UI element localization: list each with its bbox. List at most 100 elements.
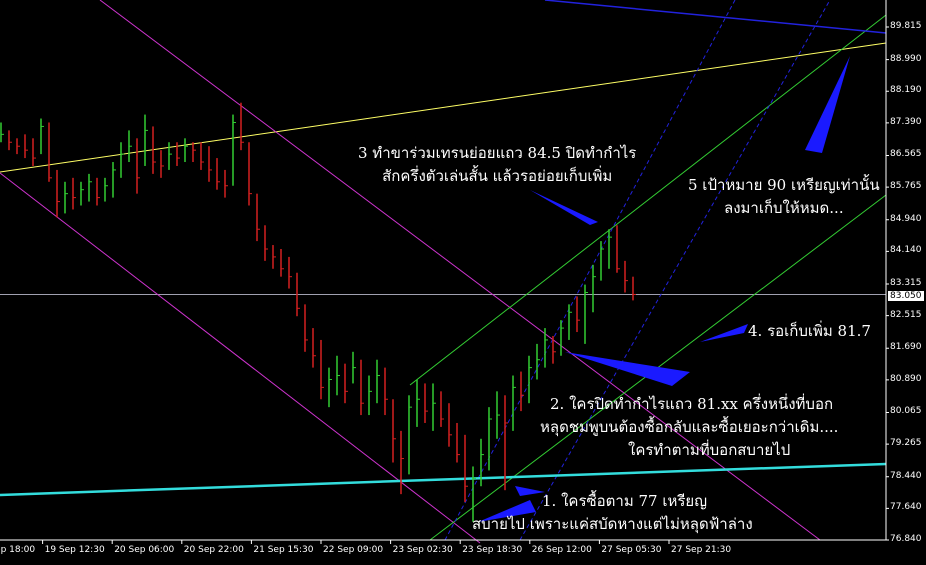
- x-tick-label: 20 Sep 06:00: [114, 545, 175, 555]
- price-bar: [384, 367, 388, 416]
- annotation-1-line1: 1. ใครซื้อตาม 77 เหรียญ: [542, 492, 707, 510]
- price-bar: [96, 177, 100, 206]
- x-tick-label: 26 Sep 12:00: [531, 545, 592, 555]
- arrow-4-icon: [700, 324, 748, 342]
- annotation-5-line1: 5 เป้าหมาย 90 เหรียญเท่านั้น: [688, 176, 880, 194]
- x-tick-label: 27 Sep 05:30: [601, 545, 662, 555]
- y-tick-label: 76.840: [890, 534, 922, 544]
- y-tick-label: 86.565: [890, 149, 922, 160]
- price-bar: [392, 399, 396, 463]
- arrow-3-icon: [530, 190, 598, 225]
- y-tick-label: 88.990: [890, 53, 922, 64]
- y-tick-label: 87.390: [890, 116, 922, 127]
- price-bar: [56, 169, 60, 218]
- price-bar: [40, 118, 44, 155]
- price-bar: [256, 193, 260, 242]
- annotation-4: 4. รอเก็บเพิ่ม 81.7: [748, 322, 871, 340]
- y-tick-label: 77.640: [890, 502, 922, 513]
- price-bar: [280, 249, 284, 277]
- price-bar: [616, 225, 620, 273]
- price-bar: [176, 142, 180, 166]
- annotation-arrows: [478, 56, 850, 522]
- y-tick-label: 80.065: [890, 406, 922, 417]
- price-bar: [16, 138, 20, 155]
- price-bar: [544, 328, 548, 368]
- price-bar: [552, 335, 556, 364]
- y-tick-label: 78.440: [890, 470, 922, 481]
- price-bar: [336, 355, 340, 396]
- y-tick-label: 88.190: [890, 85, 922, 96]
- x-tick-label: 20 Sep 22:00: [183, 545, 244, 555]
- price-bar: [304, 304, 308, 352]
- price-bar: [88, 173, 92, 202]
- annotation-3-line1: 3 ทำขาร่วมเทรนย่อยแถว 84.5 ปิดทำกำไร: [358, 144, 637, 162]
- x-tick-label: 18 Sep 18:00: [0, 545, 36, 555]
- annotation-2-line1: 2. ใครปิดทำกำไรแถว 81.xx ครึ่งหนึ่งที่บอ…: [550, 395, 834, 413]
- annotation-3-line2: สักครึ่งตัวเล่นสั้น แล้วรอย่อยเก็บเพิ่ม: [382, 167, 613, 185]
- price-bar: [376, 359, 380, 404]
- price-bar: [112, 162, 116, 198]
- price-bar: [216, 158, 220, 190]
- price-bar: [496, 391, 500, 439]
- price-bar: [528, 355, 532, 404]
- price-bar: [600, 241, 604, 281]
- price-bar: [472, 466, 476, 522]
- annotation-1-line2: สบายไป เพราะแค่สบัดหางแต่ไม่หลุดฟ้าล่าง: [472, 515, 753, 533]
- price-bar: [432, 383, 436, 431]
- cyan-support-line: [0, 462, 887, 497]
- price-bar: [536, 343, 540, 380]
- y-tick-label: 82.515: [890, 309, 922, 320]
- y-tick-label: 79.265: [890, 438, 922, 449]
- price-bar: [64, 181, 68, 214]
- price-bar: [8, 130, 12, 151]
- current-price-label: 83.050: [887, 290, 925, 302]
- x-tick-label: 21 Sep 15:30: [253, 545, 314, 555]
- x-tick-label: 23 Sep 18:30: [462, 545, 523, 555]
- price-bar: [624, 260, 628, 293]
- price-bar: [320, 339, 324, 400]
- price-bar: [608, 229, 612, 269]
- price-bar: [592, 264, 596, 313]
- price-bar: [104, 177, 108, 202]
- price-bar: [568, 304, 572, 340]
- yellow-trendline: [0, 42, 887, 173]
- arrow-2-icon: [565, 352, 690, 386]
- price-bar: [344, 363, 348, 404]
- price-bar: [208, 146, 212, 182]
- price-bar: [464, 434, 468, 503]
- annotation-2-line3: ใครทำตามที่บอกสบายไป: [628, 441, 791, 459]
- price-bar: [48, 122, 52, 182]
- price-bar: [72, 177, 76, 210]
- price-bar: [632, 276, 636, 301]
- price-bar: [184, 138, 188, 163]
- price-bar: [232, 114, 236, 186]
- y-tick-label: 83.315: [890, 277, 922, 288]
- price-bar: [504, 395, 508, 491]
- price-bar: [152, 126, 156, 174]
- price-bar: [352, 351, 356, 384]
- price-bar: [368, 375, 372, 416]
- y-tick-label: 85.765: [890, 181, 922, 192]
- price-bar: [576, 296, 580, 333]
- price-bar: [448, 403, 452, 447]
- price-bar: [520, 371, 524, 412]
- price-bar: [248, 142, 252, 206]
- price-bar: [416, 379, 420, 427]
- price-bar: [80, 181, 84, 206]
- price-bar: [24, 134, 28, 159]
- green-channel-upper: [409, 14, 887, 386]
- price-bar: [160, 150, 164, 178]
- annotation-5-line2: ลงมาเก็บให้หมด...: [724, 199, 844, 217]
- y-tick-label: 81.690: [890, 342, 922, 353]
- price-bar: [560, 320, 564, 356]
- price-bar: [128, 130, 132, 163]
- price-bar: [440, 391, 444, 427]
- annotation-3: 3 ทำขาร่วมเทรนย่อยแถว 84.5 ปิดทำกำไร สัก…: [358, 142, 636, 188]
- price-bar: [168, 142, 172, 170]
- blue-dashed-line-2: [519, 0, 831, 541]
- price-bar: [488, 407, 492, 471]
- annotation-2-line2: หลุดชมพูบนต้องซื้อกลับและซื้อเยอะกว่าเดิ…: [540, 418, 839, 436]
- price-bar: [456, 422, 460, 463]
